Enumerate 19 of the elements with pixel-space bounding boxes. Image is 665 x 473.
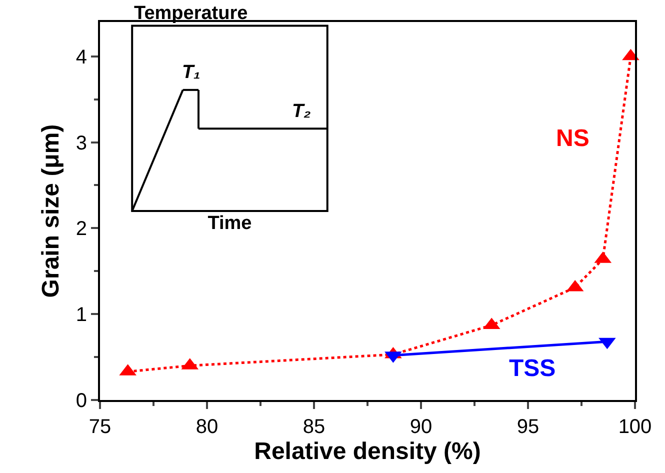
y-tick-label: 1 [76,304,87,326]
x-tick-label: 95 [516,416,540,438]
annotation: T₁ [182,62,200,83]
x-axis-title: Relative density (%) [254,438,481,465]
annotation: T₂ [292,101,311,122]
x-tick-label: 85 [302,416,326,438]
text: Time [208,212,252,234]
series-label: NS [556,125,590,152]
y-tick-label: 3 [76,132,87,154]
series-label: TSS [509,355,556,382]
x-tick-label: 100 [618,416,652,438]
x-tick-label: 80 [196,416,218,438]
text: Temperature [134,3,248,24]
y-tick-label: 0 [76,390,87,412]
y-axis-title: Grain size (μm) [37,124,64,298]
x-tick-label: 90 [410,416,432,438]
y-tick-label: 4 [76,46,87,68]
y-tick-label: 2 [76,218,87,240]
x-tick-label: 75 [88,416,112,438]
